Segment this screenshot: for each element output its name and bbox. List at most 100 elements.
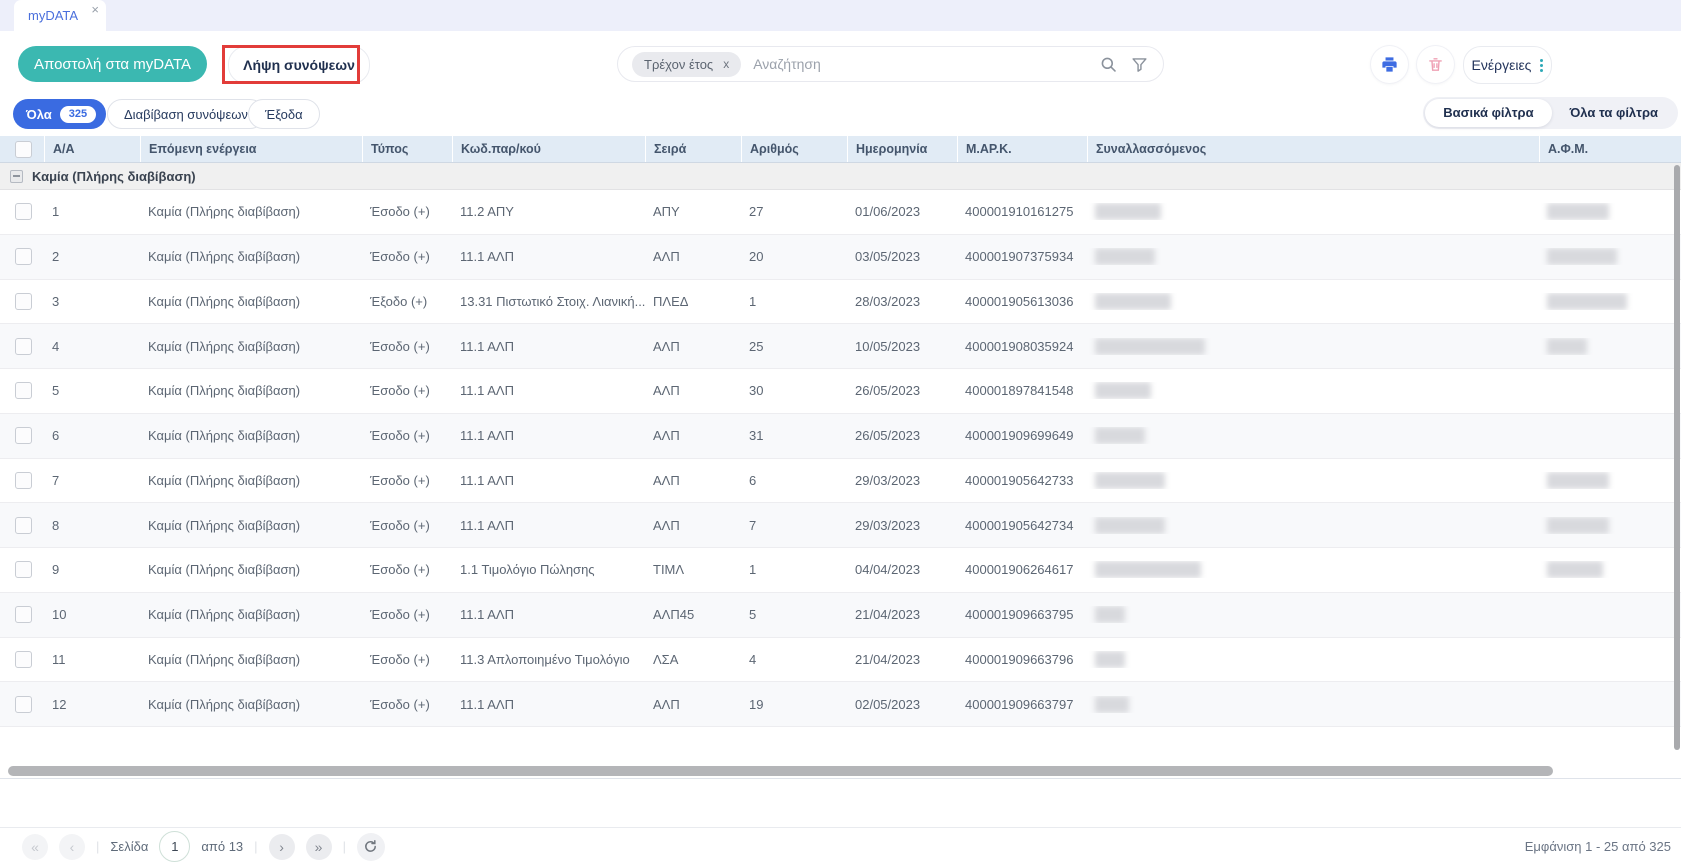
cell-next-action: Καμία (Πλήρης διαβίβαση) [148,338,301,354]
table-row[interactable]: 9 Καμία (Πλήρης διαβίβαση) Έσοδο (+) 1.1… [0,548,1681,593]
cell-next-action: Καμία (Πλήρης διαβίβαση) [148,204,301,220]
vertical-scrollbar[interactable] [1674,165,1680,750]
col-header-next-action[interactable]: Επόμενη ενέργεια [140,136,362,162]
col-header-mark[interactable]: Μ.ΑΡ.Κ. [957,136,1087,162]
cell-aa: 1 [52,204,60,220]
filter-pill-expenses[interactable]: Έξοδα [248,99,320,129]
filter-pill-all[interactable]: Όλα 325 [13,99,107,129]
cell-aa: 7 [52,472,60,488]
cell-aa: 5 [52,383,60,399]
cell-type: Έσοδο (+) [370,249,430,265]
row-checkbox[interactable] [15,382,32,400]
row-checkbox[interactable] [15,427,32,445]
row-checkbox[interactable] [15,561,32,579]
row-checkbox[interactable] [15,471,32,489]
trash-icon [1429,58,1442,71]
col-header-date[interactable]: Ημερομηνία [847,136,957,162]
table-row[interactable]: 12 Καμία (Πλήρης διαβίβαση) Έσοδο (+) 11… [0,682,1681,727]
cell-aa: 12 [52,696,67,712]
search-input[interactable]: Τρέχον έτος x Αναζήτηση [617,46,1164,82]
table-row[interactable]: 1 Καμία (Πλήρης διαβίβαση) Έσοδο (+) 11.… [0,190,1681,235]
chip-close-icon[interactable]: x [723,57,730,71]
cell-type: Έσοδο (+) [370,383,430,399]
tab-mydata[interactable]: myDATA × [14,0,106,31]
table-row[interactable]: 11 Καμία (Πλήρης διαβίβαση) Έσοδο (+) 11… [0,637,1681,683]
prev-page-button[interactable]: ‹ [59,833,85,860]
kebab-menu-icon[interactable] [1540,58,1544,72]
table-row[interactable]: 2 Καμία (Πλήρης διαβίβαση) Έσοδο (+) 11.… [0,234,1681,280]
redacted-counterparty [1095,471,1165,489]
filter-funnel-icon[interactable] [1130,55,1149,74]
row-checkbox[interactable] [15,650,32,668]
redacted-afm [1547,248,1617,266]
last-page-button[interactable]: » [305,833,332,860]
table-row[interactable]: 4 Καμία (Πλήρης διαβίβαση) Έσοδο (+) 11.… [0,324,1681,369]
cell-number: 6 [749,472,757,488]
cell-date: 28/03/2023 [855,293,921,309]
cell-number: 31 [749,428,764,444]
cell-mark: 400001907375934 [965,249,1074,265]
row-checkbox[interactable] [15,203,32,221]
refresh-button[interactable] [356,832,385,861]
table-row[interactable]: 5 Καμία (Πλήρης διαβίβαση) Έσοδο (+) 11.… [0,369,1681,414]
first-page-button[interactable]: « [22,833,48,860]
cell-next-action: Καμία (Πλήρης διαβίβαση) [148,607,301,623]
col-header-number[interactable]: Αριθμός [741,136,847,162]
tab-all-filters[interactable]: Όλα τα φίλτρα [1569,105,1658,120]
row-checkbox[interactable] [15,516,32,534]
search-icon[interactable] [1099,55,1118,74]
next-page-button[interactable]: › [268,833,295,860]
group-row[interactable]: Καμία (Πλήρης διαβίβαση) [0,163,1681,190]
cell-next-action: Καμία (Πλήρης διαβίβαση) [148,562,301,578]
table-row[interactable]: 10 Καμία (Πλήρης διαβίβαση) Έσοδο (+) 11… [0,592,1681,638]
redacted-counterparty [1095,337,1205,355]
table-row[interactable]: 7 Καμία (Πλήρης διαβίβαση) Έσοδο (+) 11.… [0,458,1681,504]
cell-date: 26/05/2023 [855,428,921,444]
cell-type: Έσοδο (+) [370,651,430,667]
table-row[interactable]: 6 Καμία (Πλήρης διαβίβαση) Έσοδο (+) 11.… [0,413,1681,459]
cell-date: 01/06/2023 [855,204,921,220]
row-checkbox[interactable] [15,695,32,713]
col-header-afm[interactable]: Α.Φ.Μ. [1539,136,1681,162]
page-number-input[interactable]: 1 [159,831,191,862]
cell-mark: 400001905613036 [965,293,1074,309]
col-header-doc-code[interactable]: Κωδ.παρ/κού [452,136,645,162]
col-header-series[interactable]: Σειρά [645,136,741,162]
cell-next-action: Καμία (Πλήρης διαβίβαση) [148,651,301,667]
col-header-aa[interactable]: Α/Α [44,136,140,162]
row-checkbox[interactable] [15,292,32,310]
fetch-summaries-button[interactable]: Λήψη συνόψεων [228,46,370,84]
cell-series: ΑΛΠ [653,472,680,488]
cell-date: 29/03/2023 [855,472,921,488]
table-row[interactable]: 3 Καμία (Πλήρης διαβίβαση) Έξοδο (+) 13.… [0,279,1681,325]
cell-number: 4 [749,651,757,667]
cell-number: 7 [749,517,757,533]
redacted-afm [1547,561,1603,579]
actions-button[interactable]: Ενέργειες [1463,46,1552,84]
filter-chip-current-year[interactable]: Τρέχον έτος x [632,51,742,77]
horizontal-scrollbar[interactable] [8,766,1553,776]
col-header-type[interactable]: Τύπος [362,136,452,162]
collapse-group-icon[interactable] [10,169,23,183]
close-icon[interactable]: × [91,2,99,17]
cell-date: 26/05/2023 [855,383,921,399]
row-checkbox[interactable] [15,337,32,355]
table-row[interactable]: 8 Καμία (Πλήρης διαβίβαση) Έσοδο (+) 11.… [0,503,1681,548]
row-checkbox[interactable] [15,606,32,624]
redacted-afm [1547,292,1627,310]
print-button[interactable] [1371,46,1408,83]
redacted-counterparty [1095,516,1165,534]
send-mydata-button[interactable]: Αποστολή στα myDATA [18,46,207,82]
cell-number: 1 [749,562,757,578]
select-all-checkbox[interactable] [15,140,32,158]
filter-pill-transmit[interactable]: Διαβίβαση συνόψεων [107,99,265,129]
tab-basic-filters[interactable]: Βασικά φίλτρα [1425,99,1552,127]
cell-series: ΑΠΥ [653,204,680,220]
cell-date: 21/04/2023 [855,607,921,623]
cell-aa: 2 [52,249,60,265]
row-checkbox[interactable] [15,248,32,266]
redacted-afm [1547,471,1609,489]
delete-button[interactable] [1417,46,1454,83]
col-header-counterparty[interactable]: Συναλλασσόμενος [1087,136,1539,162]
